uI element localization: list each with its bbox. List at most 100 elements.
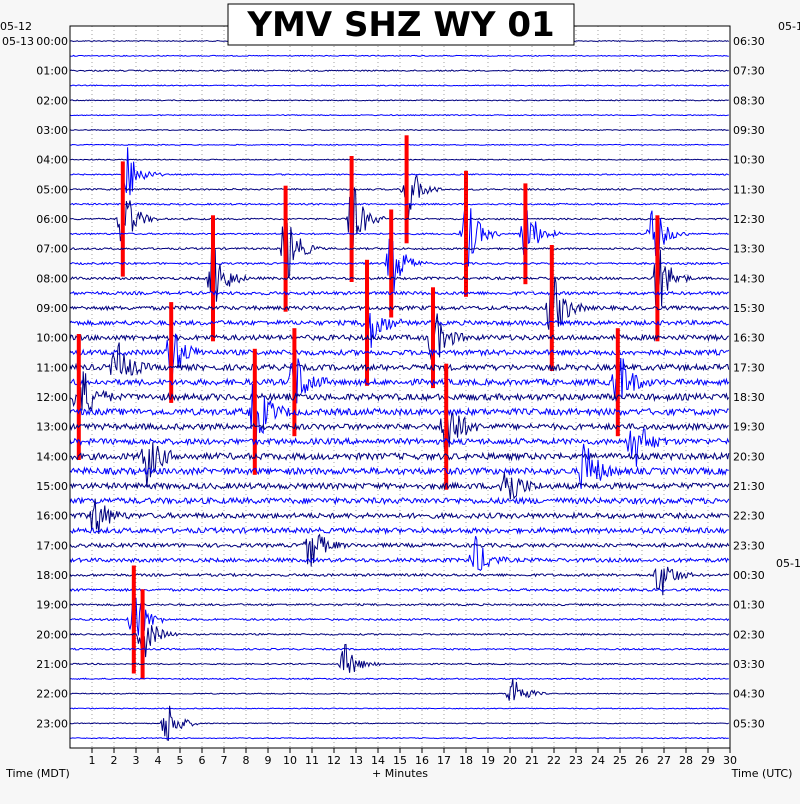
right-hour-label-06:30: 06:30 xyxy=(733,35,765,48)
left-hour-label-18:00: 18:00 xyxy=(36,569,68,582)
trace-row-19 xyxy=(69,283,729,348)
left-hour-label-19:00: 19:00 xyxy=(36,599,68,612)
left-hour-label-20:00: 20:00 xyxy=(36,628,68,641)
right-hour-label-20:30: 20:30 xyxy=(733,450,765,463)
left-hour-label-05:00: 05:00 xyxy=(36,183,68,196)
title-box: YMV SHZ WY 01 xyxy=(227,3,575,46)
trace-row-40 xyxy=(69,625,730,663)
trace-row-12 xyxy=(69,187,730,246)
clipped-event-21-0 xyxy=(169,302,174,403)
x-tick-label-12: 12 xyxy=(327,754,341,767)
left-hour-label-03:00: 03:00 xyxy=(36,124,68,137)
right-hour-label-18:30: 18:30 xyxy=(733,391,765,404)
trace-row-33 xyxy=(69,526,729,536)
x-tick-label-17: 17 xyxy=(437,754,451,767)
right-hour-label-07:30: 07:30 xyxy=(733,65,765,78)
left-date-top: 05-12 xyxy=(0,20,32,33)
x-tick-label-30: 30 xyxy=(723,754,737,767)
right-hour-label-19:30: 19:30 xyxy=(733,421,765,434)
x-tick-label-25: 25 xyxy=(613,754,627,767)
x-tick-label-11: 11 xyxy=(305,754,319,767)
trace-row-10 xyxy=(69,170,730,219)
left-hour-label-23:00: 23:00 xyxy=(36,717,68,730)
clipped-event-26-0 xyxy=(444,363,449,490)
right-hour-label-01:30: 01:30 xyxy=(733,599,765,612)
trace-row-24 xyxy=(69,371,730,424)
clipped-event-23-0 xyxy=(292,328,297,437)
x-tick-label-21: 21 xyxy=(525,754,539,767)
left-hour-label-07:00: 07:00 xyxy=(36,243,68,256)
right-hour-label-16:30: 16:30 xyxy=(733,332,765,345)
trace-row-44 xyxy=(69,678,729,701)
trace-row-18 xyxy=(69,276,730,330)
trace-row-16 xyxy=(69,245,730,311)
trace-row-38 xyxy=(69,602,730,607)
trace-layer xyxy=(69,39,730,741)
clipped-event-16-1 xyxy=(655,215,660,342)
x-tick-label-14: 14 xyxy=(371,754,385,767)
x-tick-label-6: 6 xyxy=(199,754,206,767)
clipped-event-40-0 xyxy=(140,589,145,680)
trace-row-5 xyxy=(69,114,729,117)
chart-title: YMV SHZ WY 01 xyxy=(246,5,554,45)
right-hour-label-14:30: 14:30 xyxy=(733,272,765,285)
clipped-event-15-0 xyxy=(389,209,394,318)
right-hour-label-08:30: 08:30 xyxy=(733,94,765,107)
left-date-start: 05-13 xyxy=(2,35,34,48)
clipped-event-18-0 xyxy=(549,245,554,371)
x-tick-label-26: 26 xyxy=(635,754,649,767)
left-hour-label-06:00: 06:00 xyxy=(36,213,68,226)
trace-row-7 xyxy=(69,143,729,146)
clipped-event-13-1 xyxy=(523,183,528,285)
x-tick-label-18: 18 xyxy=(459,754,473,767)
trace-row-36 xyxy=(69,566,729,596)
x-tick-label-10: 10 xyxy=(283,754,297,767)
trace-row-39 xyxy=(69,597,730,647)
right-hour-label-23:30: 23:30 xyxy=(733,539,765,552)
right-date-top: 05-1 xyxy=(778,20,800,33)
right-date-mid: 05-1 xyxy=(776,557,800,570)
right-time-labels: 06:30 07:30 08:30 09:30 10:30 11:30 12:30 13:30… xyxy=(733,35,765,730)
trace-row-28 xyxy=(69,442,730,488)
right-axis-label: Time (UTC) xyxy=(731,767,793,780)
x-tick-label-2: 2 xyxy=(111,754,118,767)
trace-row-32 xyxy=(69,498,730,535)
left-hour-label-01:00: 01:00 xyxy=(36,65,68,78)
x-tick-label-3: 3 xyxy=(133,754,140,767)
left-hour-label-11:00: 11:00 xyxy=(36,361,68,374)
x-tick-label-19: 19 xyxy=(481,754,495,767)
clipped-event-24-0 xyxy=(76,334,81,460)
minute-gridlines xyxy=(91,26,709,748)
right-hour-label-21:30: 21:30 xyxy=(733,480,765,493)
right-hour-label-02:30: 02:30 xyxy=(733,628,765,641)
clipped-event-25-0 xyxy=(252,348,257,475)
right-hour-label-04:30: 04:30 xyxy=(733,688,765,701)
left-axis-label: Time (MDT) xyxy=(5,767,70,780)
x-tick-label-24: 24 xyxy=(591,754,605,767)
left-hour-label-16:00: 16:00 xyxy=(36,510,68,523)
right-hour-label-15:30: 15:30 xyxy=(733,302,765,315)
trace-row-11 xyxy=(69,202,729,206)
trace-row-35 xyxy=(69,536,730,572)
x-tick-label-7: 7 xyxy=(221,754,228,767)
right-hour-label-13:30: 13:30 xyxy=(733,243,765,256)
trace-row-4 xyxy=(69,99,729,102)
left-hour-label-08:00: 08:00 xyxy=(36,272,68,285)
clipped-event-14-0 xyxy=(283,185,288,312)
x-tick-label-16: 16 xyxy=(415,754,429,767)
trace-row-13 xyxy=(69,207,729,267)
left-hour-label-22:00: 22:00 xyxy=(36,688,68,701)
left-hour-label-17:00: 17:00 xyxy=(36,539,68,552)
trace-row-3 xyxy=(69,84,729,87)
right-hour-label-05:30: 05:30 xyxy=(733,717,765,730)
trace-row-1 xyxy=(69,54,729,57)
left-hour-label-13:00: 13:00 xyxy=(36,421,68,434)
trace-row-30 xyxy=(69,472,730,500)
x-axis-label: + Minutes xyxy=(372,767,428,780)
x-tick-label-9: 9 xyxy=(265,754,272,767)
clipped-event-20-0 xyxy=(431,287,435,389)
x-tick-label-29: 29 xyxy=(701,754,715,767)
x-tick-label-28: 28 xyxy=(679,754,693,767)
x-tick-label-27: 27 xyxy=(657,754,671,767)
left-hour-label-00:00: 00:00 xyxy=(36,35,68,48)
